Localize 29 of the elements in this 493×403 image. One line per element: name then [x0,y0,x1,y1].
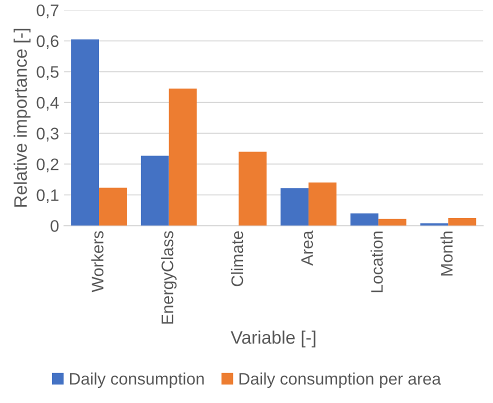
y-tick-label: 0,7 [36,4,58,18]
y-tick-label: 0,5 [36,66,59,80]
legend-label: Daily consumption [70,372,204,388]
bar [308,182,336,226]
bar [448,218,476,226]
bar [99,188,127,226]
bar [378,218,406,226]
bar [71,39,100,226]
x-axis-title: Variable [-] [230,330,316,348]
y-axis-title: Relative importance [-] [14,28,31,207]
bar [168,88,197,226]
bar [238,152,267,226]
x-tick-label: Month [440,232,453,276]
x-tick-label: Location [370,232,383,292]
x-tick-label: EnergyClass [161,231,177,324]
y-tick-label: 0,2 [36,158,58,172]
legend-label: Daily consumption per area [240,372,442,388]
y-tick-label: 0,6 [36,35,58,50]
y-tick-label: 0,4 [36,96,59,111]
bar [420,223,448,226]
y-tick-label: 0 [50,220,59,232]
x-tick-label: Area [301,230,314,266]
y-tick-label: 0,1 [36,189,58,204]
x-tick-label: Workers [91,231,104,292]
y-tick-label: 0,3 [36,128,58,142]
bar [350,213,378,226]
bar [280,188,309,226]
x-tick-label: Climate [230,231,244,286]
bar [140,156,169,226]
